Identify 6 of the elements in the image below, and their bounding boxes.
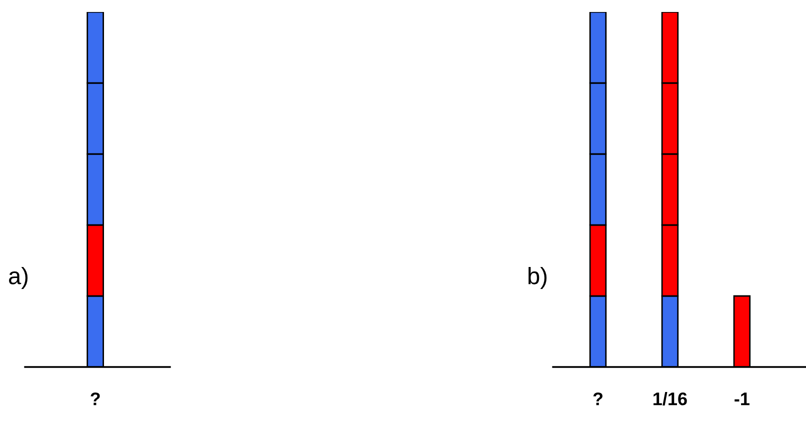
annotation: a) (9, 266, 28, 289)
x-tick-label: ? (90, 392, 100, 406)
x-tick-label: 1/16 (654, 392, 687, 406)
x-tick-label: -1 (734, 392, 750, 406)
text: b) (528, 266, 547, 289)
x-tick-label: ? (593, 392, 602, 406)
